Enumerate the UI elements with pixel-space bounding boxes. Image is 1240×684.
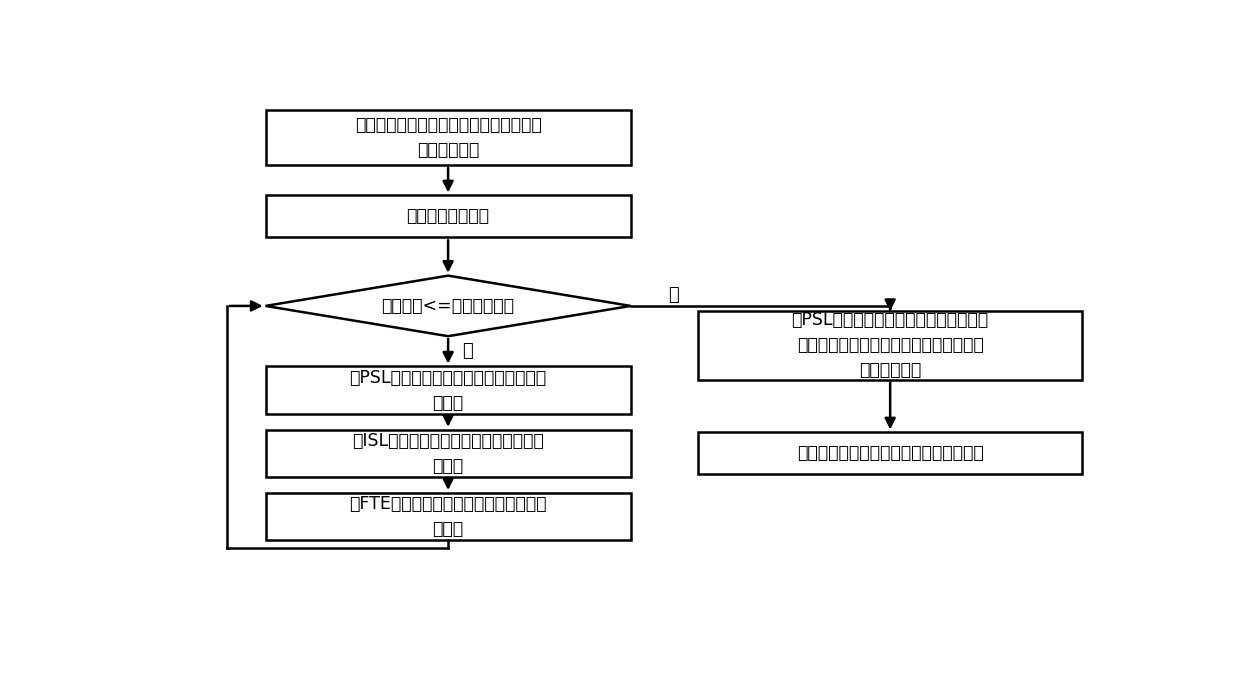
Text: 根据设计所得相位编码向量得到发射波形: 根据设计所得相位编码向量得到发射波形 bbox=[797, 445, 983, 462]
Text: 以PSL为准则进行无约束优化设计相位编
码向量: 以PSL为准则进行无约束优化设计相位编 码向量 bbox=[350, 369, 547, 412]
Text: 以ISL为准则进行无约束优化设计相位编
码向量: 以ISL为准则进行无约束优化设计相位编 码向量 bbox=[352, 432, 544, 475]
Text: 循环次数<=最大轮转次数: 循环次数<=最大轮转次数 bbox=[382, 297, 515, 315]
Polygon shape bbox=[265, 276, 631, 337]
Text: 否: 否 bbox=[668, 287, 680, 304]
FancyBboxPatch shape bbox=[265, 367, 631, 414]
Text: 是: 是 bbox=[463, 342, 472, 360]
FancyBboxPatch shape bbox=[698, 311, 1083, 380]
FancyBboxPatch shape bbox=[698, 432, 1083, 475]
Text: 设定最大轮转次数: 设定最大轮转次数 bbox=[407, 207, 490, 226]
FancyBboxPatch shape bbox=[265, 109, 631, 165]
FancyBboxPatch shape bbox=[265, 196, 631, 237]
Text: 以PSL为准则，约束无失真条件下最大距
离跨骑损失小于等于容忍常数，优化设计
相位编码向量: 以PSL为准则，约束无失真条件下最大距 离跨骑损失小于等于容忍常数，优化设计 相… bbox=[791, 311, 988, 380]
FancyBboxPatch shape bbox=[265, 493, 631, 540]
FancyBboxPatch shape bbox=[265, 430, 631, 477]
Text: 确定相位调制多相码雷达波形的相位编码
向量的初始值: 确定相位调制多相码雷达波形的相位编码 向量的初始值 bbox=[355, 116, 542, 159]
Text: 以FTE为准则进行无约束优化设计相位编
码向量: 以FTE为准则进行无约束优化设计相位编 码向量 bbox=[350, 495, 547, 538]
